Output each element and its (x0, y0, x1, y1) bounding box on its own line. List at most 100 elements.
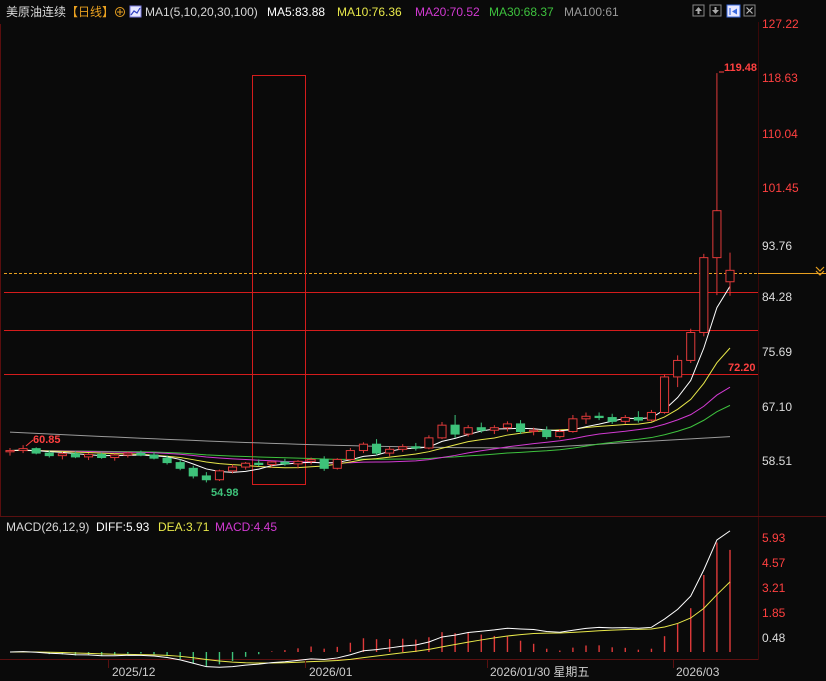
close-icon[interactable] (743, 4, 756, 17)
period-label[interactable]: 【日线】 (66, 5, 114, 19)
candle-body (110, 454, 120, 459)
candle-body (31, 448, 41, 454)
ma5-value: MA5:83.88 (267, 5, 325, 19)
candle-body (149, 454, 159, 459)
macd-name: MACD(26,12,9) (6, 520, 89, 534)
horizontal-levels[interactable] (4, 292, 758, 375)
candle-body (594, 415, 604, 419)
ma100-value: MA100:61 (564, 5, 619, 19)
up-arrow-icon[interactable] (692, 4, 705, 17)
candle-body (162, 457, 172, 464)
candle-body (699, 257, 709, 334)
candle-body (254, 462, 264, 466)
left-high-label: 60.85 (33, 434, 61, 446)
candle-body (188, 467, 198, 477)
candle-body (332, 458, 342, 469)
instrument-name[interactable]: 美原油连续 (6, 4, 66, 19)
macd-tick: 4.57 (762, 556, 786, 570)
candle-body (411, 446, 421, 449)
price-tick: 110.04 (762, 127, 798, 141)
price-tick: 101.45 (762, 181, 799, 195)
candle-body (358, 443, 369, 452)
candle-body (515, 423, 526, 433)
ma10-line (9, 347, 731, 469)
candle-body (319, 458, 329, 469)
moving-average-lines (9, 286, 731, 473)
crosshair-date-label: 2026/01/30 星期五 (490, 665, 589, 679)
diff-line (9, 530, 731, 668)
candle-body (646, 411, 657, 421)
candle-body (201, 475, 211, 481)
double-down-arrow-icon[interactable] (815, 266, 825, 276)
candle-body (293, 460, 303, 465)
macd-indicator (9, 530, 731, 668)
candle-body (175, 462, 185, 469)
candle-body (371, 443, 382, 454)
candle-body (725, 269, 735, 283)
candle-body (280, 461, 290, 465)
candle-body (123, 452, 133, 456)
candle-body (476, 427, 486, 431)
price-tick: 67.10 (762, 400, 792, 414)
candle-body (385, 448, 395, 454)
candle-body (267, 461, 277, 466)
level-line-label: 72.20 (728, 362, 756, 374)
candle-body (437, 424, 447, 439)
header-bar: 美原油连续 【日线】 MA1(5,10,20,30,100) MA5:83.88… (6, 4, 756, 19)
macd-tick: 1.85 (762, 606, 786, 620)
price-tick: 75.69 (762, 345, 792, 359)
chart-settings-icon[interactable] (129, 5, 142, 18)
candle-body (83, 453, 94, 458)
candle-body (581, 415, 591, 420)
candle-body (5, 450, 15, 453)
candle-body (97, 453, 107, 459)
macd-value: MACD:4.45 (215, 520, 277, 534)
time-axis: 2025/12 2026/01 2026/01/30 星期五 2026/03 (108, 660, 720, 679)
dea-line (9, 581, 731, 664)
candlesticks (5, 73, 735, 483)
candle-body (529, 429, 539, 433)
candle-body (633, 417, 643, 421)
expand-icon[interactable] (726, 4, 741, 18)
ma100-line (9, 431, 731, 449)
candle-body (306, 458, 316, 462)
candle-body (659, 376, 670, 413)
ma30-value: MA30:68.37 (489, 5, 554, 19)
macd-header: MACD(26,12,9) DIFF:5.93 DEA:3.71 MACD:4.… (6, 520, 277, 534)
candle-body (18, 448, 28, 452)
down-arrow-icon[interactable] (709, 4, 722, 17)
candle-body (712, 210, 722, 259)
date-tick: 2026/01 (309, 665, 353, 679)
candle-body (44, 452, 54, 457)
macd-axis: 5.93 4.57 3.21 1.85 0.48 (762, 531, 786, 645)
candle-body (542, 429, 552, 438)
candle-body (214, 470, 225, 481)
ma30-line (9, 404, 731, 460)
candle-body (450, 424, 460, 435)
current-price-tick: 93.76 (762, 239, 792, 253)
candle-body (673, 359, 683, 378)
left-high-pointer (25, 439, 34, 447)
candle-body (463, 427, 473, 435)
candle-body (568, 418, 578, 433)
ma5-line (9, 286, 731, 473)
macd-tick: 5.93 (762, 531, 786, 545)
candle-body (241, 462, 251, 468)
date-tick: 2026/03 (676, 665, 720, 679)
ma20-line (9, 386, 731, 464)
ma10-value: MA10:76.36 (337, 5, 402, 19)
low-price-label: 54.98 (211, 487, 239, 499)
candle-body (555, 431, 565, 438)
candle-body (227, 466, 238, 472)
candle-body (57, 453, 67, 457)
candle-body (136, 452, 146, 456)
highlight-box[interactable] (252, 75, 306, 485)
candle-body (620, 417, 630, 422)
macd-diff: DIFF:5.93 (96, 520, 150, 534)
ma20-value: MA20:70.52 (415, 5, 480, 19)
circle-plus-icon[interactable] (115, 7, 125, 17)
candle-body (424, 437, 434, 449)
price-tick: 58.51 (762, 454, 792, 468)
macd-dea: DEA:3.71 (158, 520, 210, 534)
